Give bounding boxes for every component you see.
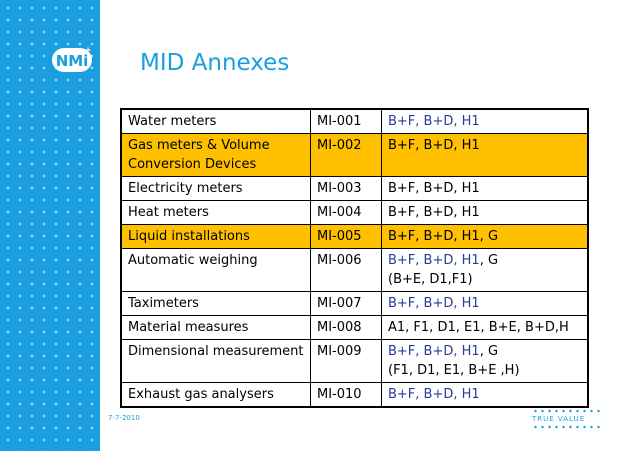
table-row: Material measures MI-008 A1, F1, D1, E1, B…	[121, 315, 589, 340]
table-row: Heat meters MI-004 B+F, B+D, H1	[121, 200, 589, 225]
module-text: B+F, B+D, H1, G	[388, 229, 499, 244]
conformity-modules: B+F, B+D, H1, G (F1, D1, E1, B+E ,H)	[382, 340, 589, 383]
conformity-modules: B+F, B+D, H1	[382, 383, 589, 408]
annex-code: MI-007	[310, 291, 382, 316]
brand-text: TRUE VALUE	[532, 415, 586, 423]
conformity-modules: B+F, B+D, H1	[382, 292, 589, 316]
conformity-modules: B+F, B+D, H1, G	[381, 224, 588, 249]
conformity-modules: B+F, B+D, H1, G (B+E, D1,F1)	[382, 249, 589, 292]
instrument-name: Taximeters	[121, 291, 311, 316]
conformity-modules: B+F, B+D, H1	[381, 133, 588, 177]
table-row: Taximeters MI-007 B+F, B+D, H1	[121, 291, 589, 316]
dotted-sidebar	[0, 0, 100, 451]
table-row: Electricity meters MI-003 B+F, B+D, H1	[121, 176, 589, 201]
annex-code: MI-009	[310, 339, 382, 383]
brand-dots-bottom	[532, 425, 602, 429]
annex-code: MI-005	[310, 224, 382, 249]
table-row: Liquid installations MI-005 B+F, B+D, H1, …	[121, 224, 588, 249]
instrument-name: Heat meters	[121, 200, 311, 225]
module-text: B+F, B+D, H1	[388, 253, 480, 268]
page-title: MID Annexes	[140, 50, 290, 76]
instrument-name: Gas meters & Volume Conversion Devices	[121, 133, 311, 177]
module-text: B+F, B+D, H1	[388, 344, 480, 359]
module-text-extra: (B+E, D1,F1)	[388, 272, 473, 287]
conformity-modules: B+F, B+D, H1	[382, 177, 589, 201]
instrument-name: Water meters	[121, 109, 311, 134]
module-text: B+F, B+D, H1	[388, 205, 480, 220]
module-text: B+F, B+D, H1	[388, 114, 480, 129]
conformity-modules: A1, F1, D1, E1, B+E, B+D,H	[382, 316, 589, 340]
table-row: Automatic weighing MI-006 B+F, B+D, H1, G (…	[121, 248, 589, 292]
annex-code: MI-006	[310, 248, 382, 292]
annex-code: MI-002	[310, 133, 382, 177]
conformity-modules: B+F, B+D, H1	[382, 109, 589, 134]
module-text: B+F, B+D, H1	[388, 138, 480, 153]
table-row: Gas meters & Volume Conversion Devices MI…	[121, 133, 588, 177]
table-row: Dimensional measurement MI-009 B+F, B+D, H…	[121, 339, 589, 383]
module-text: B+F, B+D, H1	[388, 296, 480, 311]
module-text: , G	[479, 344, 499, 359]
module-text: , G	[479, 253, 499, 268]
annex-code: MI-004	[310, 200, 382, 225]
annex-code: MI-010	[310, 382, 382, 407]
module-text: B+F, B+D, H1	[388, 181, 480, 196]
annex-table: Water meters MI-001 B+F, B+D, H1 Gas meters…	[120, 108, 589, 408]
annex-code: MI-003	[310, 176, 382, 201]
svg-text:NMi: NMi	[56, 52, 89, 70]
instrument-name: Liquid installations	[121, 224, 311, 249]
table-row: Exhaust gas analysers MI-010 B+F, B+D, H1	[121, 382, 589, 408]
instrument-name: Dimensional measurement	[121, 339, 311, 383]
instrument-name: Electricity meters	[121, 176, 311, 201]
module-text: A1, F1, D1, E1, B+E, B+D,H	[388, 320, 569, 335]
instrument-name: Automatic weighing	[121, 248, 311, 292]
brand-dots-top	[532, 409, 602, 413]
nmi-logo: NMi +	[52, 46, 92, 72]
conformity-modules: B+F, B+D, H1	[382, 201, 589, 225]
instrument-name: Exhaust gas analysers	[121, 382, 311, 407]
module-text-extra: (F1, D1, E1, B+E ,H)	[388, 363, 520, 378]
table-row: Water meters MI-001 B+F, B+D, H1	[121, 109, 588, 134]
instrument-name: Material measures	[121, 315, 311, 340]
footer-date: 7-7-2010	[108, 414, 140, 422]
annex-code: MI-001	[310, 109, 382, 134]
annex-code: MI-008	[310, 315, 382, 340]
module-text: B+F, B+D, H1	[388, 387, 480, 402]
svg-text:+: +	[84, 46, 92, 56]
footer-brand: TRUE VALUE	[532, 409, 602, 431]
